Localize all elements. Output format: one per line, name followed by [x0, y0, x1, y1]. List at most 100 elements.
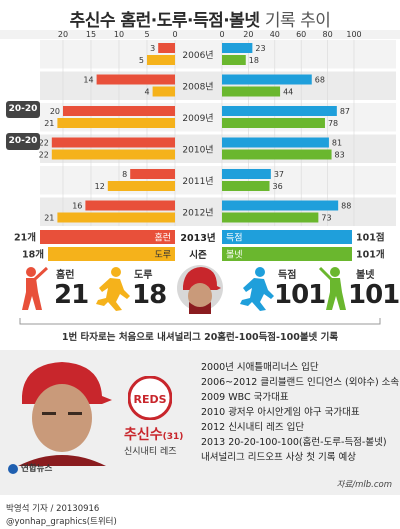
x-tick-label-left: 10: [114, 30, 124, 39]
row-background: [40, 40, 396, 69]
bar-runs: [222, 200, 339, 211]
category-label: 2006년: [182, 50, 213, 61]
data-label-homerun: 16: [72, 202, 82, 211]
reds-logo-text: REDS: [133, 393, 166, 406]
stat-value-walks: 101: [348, 280, 400, 310]
reds-logo: REDS: [128, 376, 172, 420]
data-label-walks: 36: [273, 182, 283, 191]
x-tick-label-right: 40: [270, 30, 280, 39]
agency-logo: 연합뉴스: [8, 462, 52, 474]
data-label-runs: 23: [255, 44, 265, 53]
bar-homerun: [158, 43, 175, 53]
player-portrait: [18, 362, 112, 466]
bar-steal: [51, 149, 175, 160]
career-item: 2006~2012 클리블랜드 인디언스 (외야수) 소속: [201, 377, 400, 388]
data-label-runs: 68: [315, 76, 325, 85]
bar-walks: [222, 118, 325, 128]
player-name: 추신수(31): [124, 424, 183, 444]
category-label-2013: 2013년: [180, 232, 215, 244]
stat-label-homerun: 홈런: [56, 270, 75, 281]
title-bold: 추신수 홈런·도루·득점·볼넷: [69, 11, 260, 31]
stat-homerun: 홈런 21: [14, 262, 104, 322]
profile-section: REDS 추신수(31) 신시내티 레즈 2000년 시애틀매리너스 입단 20…: [0, 350, 400, 495]
career-list: 2000년 시애틀매리너스 입단 2006~2012 클리블랜드 인디언스 (외…: [201, 360, 399, 465]
bar-runs: [222, 74, 312, 85]
data-label-runs: 37: [274, 170, 284, 179]
bar-homerun: [51, 137, 175, 148]
record-caption: 1번 타자로는 처음으로 내셔널리그 20홈런-100득점-100볼넷 기록: [61, 332, 339, 343]
diverging-bar-chart: 20 15 10 5 0 0 20 40 60 80 100 2006년 35 23 18 2008년 14 4 6…: [0, 30, 400, 261]
data-label-walks: 78: [328, 119, 338, 128]
player-name-text: 추신수: [124, 427, 163, 443]
bar-steal: [57, 118, 175, 128]
stats-bracket: [19, 318, 381, 325]
category-label: 2009년: [182, 113, 213, 124]
data-label-walks: 44: [283, 88, 293, 97]
source-note: 자료/mlb.com: [336, 480, 392, 490]
data-label-walks: 18: [249, 56, 259, 65]
bar-runs: [222, 137, 329, 148]
data-label-steal: 12: [95, 182, 105, 191]
stat-label-steal: 도루: [134, 270, 153, 281]
player-photo: [177, 265, 223, 314]
bar-runs: [222, 169, 271, 179]
data-label-runs: 88: [341, 202, 351, 211]
bar-walks-2013: [222, 247, 352, 261]
data-label-runs-2013: 101점: [356, 232, 385, 244]
stat-runs: 득점 101: [238, 262, 328, 322]
bar-walks: [222, 212, 319, 223]
player-age: (31): [162, 432, 184, 442]
x-tick-label-left: 0: [172, 30, 177, 39]
x-tick-label-right: 100: [346, 30, 361, 39]
runner-icon: [240, 267, 274, 311]
credit-line-1: 박영석 기자 / 20130916: [6, 504, 100, 514]
data-label-homerun-2013: 21개: [14, 232, 36, 244]
bar-homerun: [63, 106, 175, 116]
page-title: 추신수 홈런·도루·득점·볼넷 기록 추이: [0, 6, 400, 31]
data-label-walks: 83: [335, 151, 345, 160]
data-label-steal-2013: 18개: [22, 249, 44, 261]
bar-homerun-2013: [40, 230, 175, 244]
title-light: 기록 추이: [264, 11, 331, 31]
career-item: 2012 신시내티 레즈 입단: [201, 422, 305, 433]
data-label-steal: 21: [44, 119, 54, 128]
career-item: 2009 WBC 국가대표: [201, 392, 289, 403]
x-tick-label-right: 20: [243, 30, 253, 39]
bar-runs: [222, 43, 253, 53]
category-label: 2010년: [182, 145, 213, 156]
twenty-twenty-badge-2009: 20-20: [6, 101, 40, 118]
bar-label-homerun-2013: 홈런: [154, 232, 171, 244]
x-tick-label-right: 80: [323, 30, 333, 39]
bar-runs: [222, 106, 337, 116]
data-label-walks: 73: [321, 214, 331, 223]
bar-label-runs-2013: 득점: [226, 232, 243, 244]
stat-value-runs: 101: [274, 280, 326, 310]
data-label-runs: 87: [340, 107, 350, 116]
bar-homerun: [130, 169, 175, 179]
bar-label-steal-2013: 도루: [154, 250, 171, 261]
credit-line-2: @yonhap_graphics(트위터): [6, 517, 117, 527]
data-label-homerun: 3: [150, 44, 155, 53]
bar-walks: [222, 181, 270, 191]
category-label: 2011년: [182, 176, 213, 187]
x-tick-label-left: 5: [144, 30, 149, 39]
stat-value-homerun: 21: [54, 280, 89, 310]
data-label-homerun: 8: [122, 170, 127, 179]
bar-label-walks-2013: 볼넷: [226, 250, 243, 261]
data-label-steal: 4: [145, 88, 150, 97]
player-team: 신시내티 레즈: [124, 447, 177, 457]
x-tick-label-right: 0: [219, 30, 224, 39]
data-label-runs: 81: [332, 139, 342, 148]
career-item: 내셔널리그 리드오프 사상 첫 기록 예상: [201, 452, 356, 463]
category-label: 2008년: [182, 82, 213, 93]
data-label-steal: 5: [139, 56, 144, 65]
batter-icon: [318, 266, 346, 310]
category-label: 2012년: [182, 208, 213, 219]
bar-walks: [222, 149, 332, 160]
x-tick-label-right: 60: [296, 30, 306, 39]
bar-steal: [107, 181, 175, 191]
agency-name: 연합뉴스: [21, 464, 53, 474]
stat-value-steal: 18: [132, 280, 167, 310]
row-background: [40, 166, 396, 195]
